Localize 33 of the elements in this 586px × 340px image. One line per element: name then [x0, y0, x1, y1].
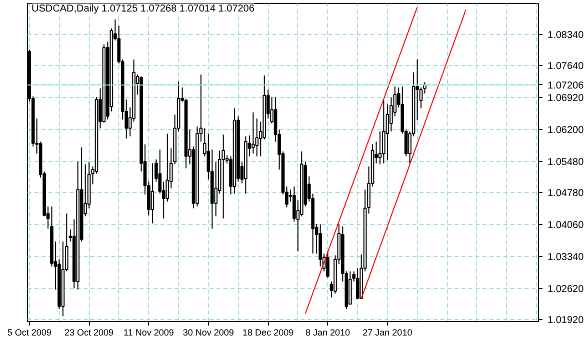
candlestick	[378, 130, 382, 165]
y-tick-label: 1.07640	[548, 61, 584, 72]
y-tick-label: 1.03340	[548, 252, 584, 264]
x-tick-label: 11 Nov 2009	[124, 328, 174, 338]
y-tick-label: 1.06920	[548, 93, 584, 104]
y-tick-label: 1.05480	[548, 157, 584, 168]
x-tick-label: 30 Nov 2009	[182, 328, 234, 338]
line-series	[304, 6, 418, 314]
candlestick	[390, 96, 393, 132]
candlestick	[150, 162, 154, 224]
y-tick-label: 1.02620	[548, 284, 584, 296]
candlestick	[318, 224, 322, 267]
chart-title: USDCAD,Daily 1.07125 1.07268 1.07014 1.07206	[32, 4, 255, 14]
y-tick-label: 1.04780	[548, 188, 584, 200]
y-tick-label: 1.06200	[548, 125, 584, 136]
x-tick-label: 8 Jan 2010	[305, 328, 350, 338]
x-tick-label: 5 Oct 2009	[7, 328, 52, 338]
y-tick-label: 1.08340	[548, 30, 584, 42]
candlestick	[210, 149, 214, 230]
x-tick-label: 23 Oct 2009	[64, 328, 114, 338]
candlestick	[76, 161, 80, 290]
y-tick-label: 1.04060	[548, 220, 584, 232]
candlestick	[386, 104, 390, 161]
candlestick	[222, 134, 225, 219]
x-tick-label: 27 Jan 2010	[362, 328, 412, 338]
ref-line-label: 1.07206	[548, 80, 584, 92]
candlestick	[61, 241, 65, 317]
line-series	[360, 9, 466, 299]
y-tick-label: 1.01920	[548, 315, 584, 326]
candlestick	[382, 98, 386, 164]
candlestick	[232, 108, 236, 194]
candlestick	[214, 161, 218, 217]
x-tick-label: 18 Dec 2009	[242, 328, 294, 338]
